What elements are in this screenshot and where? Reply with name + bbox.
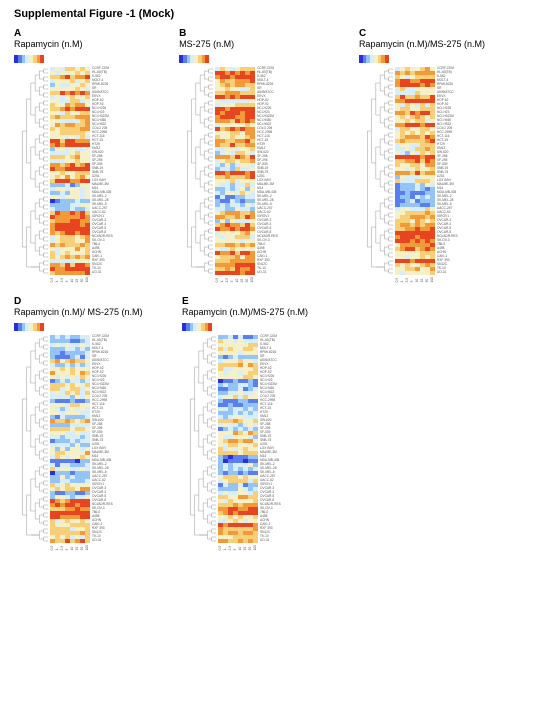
- colorbar: [14, 323, 44, 331]
- figure-title: Supplemental Figure -1 (Mock): [14, 8, 526, 20]
- heatmap: [395, 67, 435, 275]
- panel-letter: B: [179, 28, 359, 39]
- heatmap: [218, 335, 258, 543]
- panel-letter: C: [359, 28, 526, 39]
- panel-letter: A: [14, 28, 179, 39]
- panel-caption: Rapamycin (n.M)/MS-275 (n.M): [359, 39, 526, 49]
- panel-e: ERapamycin (n.M)/MS-275 (n.M) 0.512.55102…: [182, 296, 365, 550]
- heatmap-wrap: 0.512.55102550100CCRF-CEMHL-60(TB)K-562M…: [18, 335, 182, 550]
- heatmap-wrap: 0.512.55102550100CCRF-CEMHL-60(TB)K-562M…: [183, 67, 359, 282]
- heatmap-wrap: 0.512.55102550100CCRF-CEMHL-60(TB)K-562M…: [186, 335, 365, 550]
- heatmap-wrap: 0.512.55102550100CCRF-CEMHL-60(TB)K-562M…: [363, 67, 526, 282]
- dendrogram: [186, 335, 216, 543]
- panel-letter: E: [182, 296, 365, 307]
- column-labels: 0.512.55102550100: [218, 545, 258, 550]
- row-1: ARapamycin (n.M)0.512.55102550100CCRF-CE…: [14, 28, 526, 282]
- row-2: DRapamycin (n.M)/ MS-275 (n.M) 0.512.5510…: [14, 296, 526, 550]
- colorbar: [14, 55, 44, 63]
- panel-d: DRapamycin (n.M)/ MS-275 (n.M) 0.512.5510…: [14, 296, 182, 550]
- panel-caption: Rapamycin (n.M)/ MS-275 (n.M): [14, 307, 182, 317]
- column-labels: 0.512.55102550100: [50, 277, 90, 282]
- colorbar: [179, 55, 209, 63]
- column-labels: 0.512.55102550100: [50, 545, 90, 550]
- dendrogram: [363, 67, 393, 275]
- row-labels: CCRF-CEMHL-60(TB)K-562MOLT-4RPMI-8226SRA…: [92, 67, 113, 275]
- panel-a: ARapamycin (n.M) 0.512.55102550100CCRF-CE…: [14, 28, 179, 282]
- panel-caption: Rapamycin (n.M): [14, 39, 179, 49]
- dendrogram: [18, 335, 48, 543]
- row-labels: CCRF-CEMHL-60(TB)K-562MOLT-4RPMI-8226SRA…: [437, 67, 458, 275]
- panel-c: CRapamycin (n.M)/MS-275 (n.M) 0.512.55102…: [359, 28, 526, 282]
- column-labels: 0.512.55102550100: [215, 277, 255, 282]
- column-labels: 0.512.55102550100: [395, 277, 435, 282]
- heatmap: [215, 67, 255, 275]
- panel-letter: D: [14, 296, 182, 307]
- heatmap: [50, 67, 90, 275]
- panel-caption: MS-275 (n.M): [179, 39, 359, 49]
- heatmap: [50, 335, 90, 543]
- heatmap-wrap: 0.512.55102550100CCRF-CEMHL-60(TB)K-562M…: [18, 67, 179, 282]
- row-labels: CCRF-CEMHL-60(TB)K-562MOLT-4RPMI-8226SRA…: [92, 335, 113, 543]
- dendrogram: [183, 67, 213, 275]
- row-labels: CCRF-CEMHL-60(TB)K-562MOLT-4RPMI-8226SRA…: [260, 335, 281, 543]
- panel-caption: Rapamycin (n.M)/MS-275 (n.M): [182, 307, 365, 317]
- colorbar: [359, 55, 389, 63]
- panel-b: BMS-275 (n.M) 0.512.55102550100CCRF-CEMHL…: [179, 28, 359, 282]
- row-labels: CCRF-CEMHL-60(TB)K-562MOLT-4RPMI-8226SRA…: [257, 67, 278, 275]
- colorbar: [182, 323, 212, 331]
- dendrogram: [18, 67, 48, 275]
